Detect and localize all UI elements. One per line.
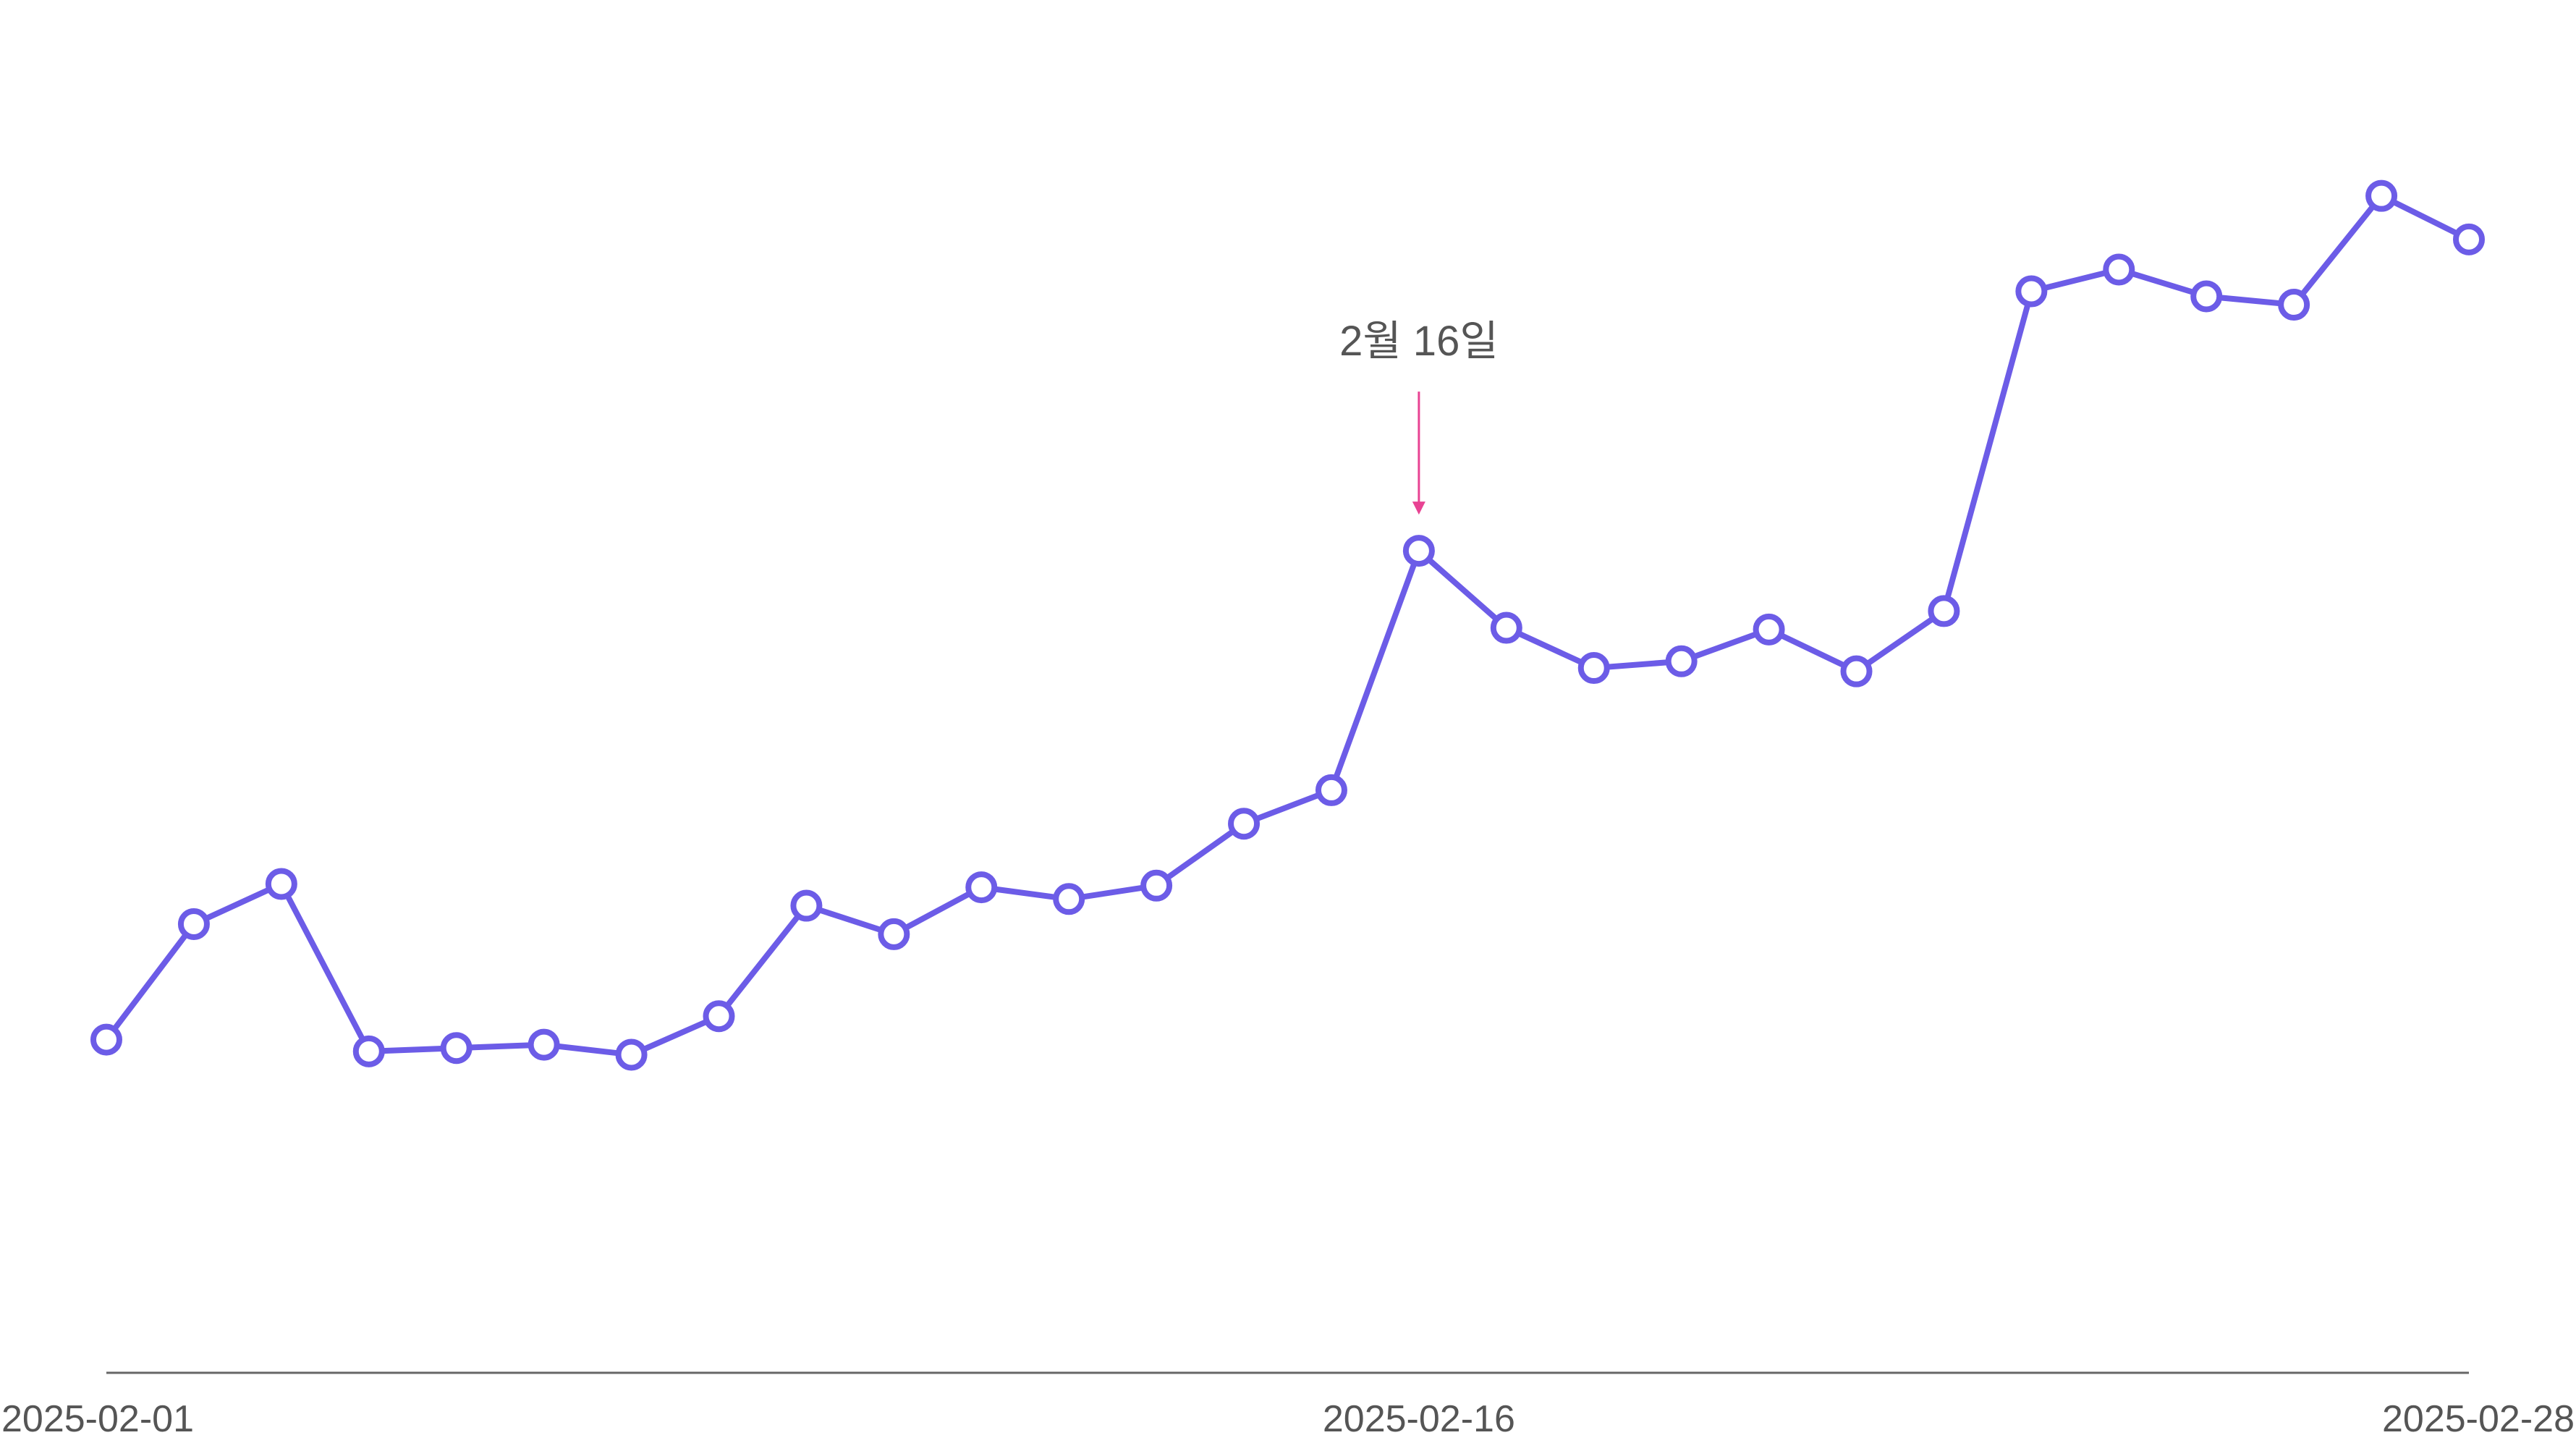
data-point[interactable] (1928, 595, 1960, 627)
series-line-segment (2291, 192, 2385, 308)
data-point[interactable] (2365, 179, 2398, 212)
x-tick-label: 2025-02-16 (1323, 1398, 1515, 1440)
series-line-segment (1941, 288, 2035, 614)
annotation-label: 2월 16일 (1339, 318, 1499, 365)
series-line-segment (103, 921, 197, 1043)
data-point[interactable] (1140, 869, 1173, 902)
data-point[interactable] (1753, 613, 1785, 646)
series-line-segment (1153, 821, 1247, 889)
data-point[interactable] (1402, 535, 1435, 567)
data-point[interactable] (1490, 612, 1522, 644)
series-line-segment (1415, 548, 1509, 631)
data-point[interactable] (440, 1032, 473, 1065)
series-line-segment (891, 884, 985, 937)
data-point[interactable] (2015, 275, 2048, 308)
data-point[interactable] (265, 868, 297, 900)
x-tick-label: 2025-02-28 (2382, 1398, 2575, 1440)
series-line-segment (1853, 608, 1947, 674)
data-point[interactable] (615, 1038, 648, 1071)
data-point[interactable] (90, 1023, 122, 1056)
series-line-segment (1328, 548, 1422, 793)
data-point[interactable] (790, 889, 823, 922)
data-point[interactable] (528, 1028, 560, 1061)
series-line-layer (103, 192, 2472, 1058)
data-point[interactable] (2103, 253, 2135, 286)
data-point[interactable] (1315, 774, 1347, 806)
series-line-segment (190, 881, 284, 928)
data-point[interactable] (1577, 652, 1610, 685)
series-line-segment (1503, 625, 1597, 672)
series-line-segment (2378, 192, 2472, 242)
x-tick-label: 2025-02-01 (1, 1398, 194, 1440)
data-point[interactable] (1665, 645, 1698, 677)
data-point[interactable] (2453, 223, 2485, 255)
series-line-segment (628, 1013, 722, 1058)
series-line-segment (278, 881, 372, 1054)
series-line-segment (1766, 626, 1860, 674)
x-tick-labels: 2025-02-01 2025-02-16 2025-02-28 (1, 1398, 2575, 1440)
data-point[interactable] (2278, 289, 2310, 321)
data-point[interactable] (2190, 280, 2223, 313)
data-point[interactable] (1228, 808, 1261, 840)
data-point[interactable] (177, 908, 210, 941)
data-point[interactable] (352, 1035, 385, 1067)
data-point[interactable] (1053, 883, 1085, 915)
data-point[interactable] (1840, 655, 1873, 687)
data-points-layer (90, 179, 2485, 1071)
series-line-segment (716, 902, 810, 1020)
data-point[interactable] (965, 871, 998, 904)
annotation-arrowhead (1412, 502, 1425, 515)
annotation: 2월 16일 (1339, 318, 1499, 515)
data-point[interactable] (703, 1000, 735, 1033)
data-point[interactable] (878, 918, 910, 950)
